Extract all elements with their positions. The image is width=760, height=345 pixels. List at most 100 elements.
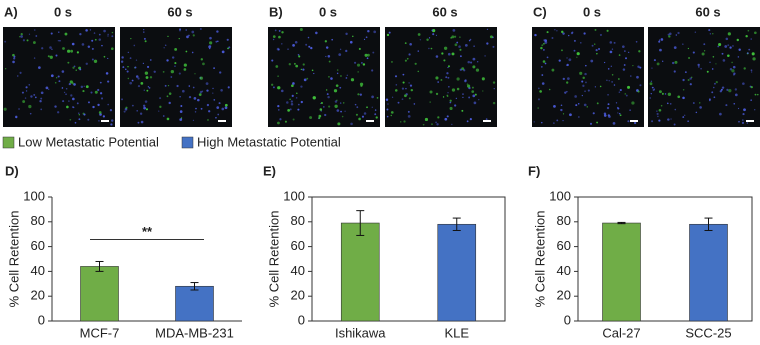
- cell: [566, 57, 568, 59]
- cell: [386, 115, 389, 118]
- cell: [28, 104, 32, 109]
- cell: [140, 81, 144, 85]
- cell: [540, 46, 543, 50]
- cell: [473, 101, 477, 105]
- cell: [451, 35, 455, 39]
- cell: [556, 119, 559, 122]
- cell: [407, 114, 411, 118]
- cell: [718, 42, 722, 47]
- cell: [613, 84, 616, 86]
- cell: [340, 75, 342, 77]
- cell: [594, 28, 597, 31]
- x-tick-label: Ishikawa: [335, 325, 386, 340]
- cell: [74, 121, 77, 124]
- cell: [63, 91, 66, 94]
- cell: [617, 112, 619, 114]
- cell: [284, 120, 287, 123]
- cell: [340, 110, 342, 113]
- cell: [467, 60, 470, 64]
- cell: [306, 77, 309, 80]
- cell: [166, 59, 169, 62]
- cell: [715, 81, 718, 84]
- cell: [435, 55, 439, 58]
- cell: [20, 32, 23, 36]
- cell: [448, 86, 450, 88]
- cell: [277, 75, 279, 77]
- bar: [340, 222, 380, 322]
- cell: [91, 39, 94, 42]
- cell: [345, 77, 348, 79]
- cell: [49, 46, 52, 49]
- cell: [447, 52, 451, 56]
- cell: [33, 57, 36, 59]
- cell: [105, 72, 109, 75]
- cell: [489, 35, 493, 39]
- x-tick-label: Cal-27: [602, 325, 640, 340]
- cell: [712, 86, 715, 89]
- cell: [537, 87, 540, 90]
- cell: [725, 37, 729, 41]
- cell: [168, 101, 171, 105]
- cell: [609, 50, 613, 54]
- cell: [144, 40, 147, 43]
- cell: [410, 88, 414, 92]
- cell: [463, 69, 466, 72]
- cell: [215, 40, 218, 43]
- cell: [292, 118, 295, 121]
- cell: [750, 69, 753, 72]
- cell: [709, 61, 711, 64]
- cell: [732, 65, 736, 69]
- cell: [567, 77, 570, 80]
- cell: [131, 104, 134, 107]
- cell: [581, 94, 584, 97]
- cell: [639, 66, 642, 69]
- cell: [470, 61, 473, 64]
- cell: [576, 52, 580, 56]
- cell: [733, 102, 736, 105]
- cell: [159, 97, 162, 100]
- cell: [534, 33, 537, 37]
- cell: [39, 99, 42, 103]
- cell: [358, 47, 361, 51]
- bar: [689, 223, 728, 322]
- cell: [435, 34, 438, 37]
- cell: [746, 52, 749, 55]
- cell: [334, 104, 338, 108]
- cell: [302, 68, 305, 71]
- cell: [736, 38, 740, 42]
- error-bar: [704, 217, 713, 231]
- cell: [599, 85, 602, 88]
- cell: [349, 40, 353, 44]
- cell: [200, 107, 203, 110]
- error-bar: [190, 282, 199, 291]
- cell: [546, 31, 549, 34]
- cell: [542, 60, 546, 63]
- cell: [337, 122, 341, 126]
- cell: [468, 96, 471, 99]
- cell: [227, 86, 230, 89]
- cell: [469, 118, 472, 121]
- cell: [711, 91, 714, 94]
- cell: [206, 103, 210, 107]
- cell: [435, 121, 437, 124]
- cell: [624, 50, 626, 52]
- cell: [627, 85, 631, 89]
- cell: [564, 91, 567, 94]
- cell: [75, 69, 77, 71]
- cell: [218, 102, 221, 105]
- cell: [97, 88, 100, 92]
- cell: [613, 41, 616, 44]
- legend-swatch: [2, 136, 15, 149]
- cell: [459, 36, 461, 38]
- cell: [579, 71, 583, 75]
- y-tick-label: 0: [38, 312, 45, 327]
- cell: [582, 76, 585, 80]
- cell: [374, 113, 377, 116]
- cell: [66, 105, 69, 109]
- cell: [721, 52, 724, 55]
- cell: [673, 46, 677, 50]
- cell: [697, 63, 700, 67]
- cell: [610, 65, 612, 67]
- cell: [733, 73, 735, 76]
- cell: [372, 51, 375, 54]
